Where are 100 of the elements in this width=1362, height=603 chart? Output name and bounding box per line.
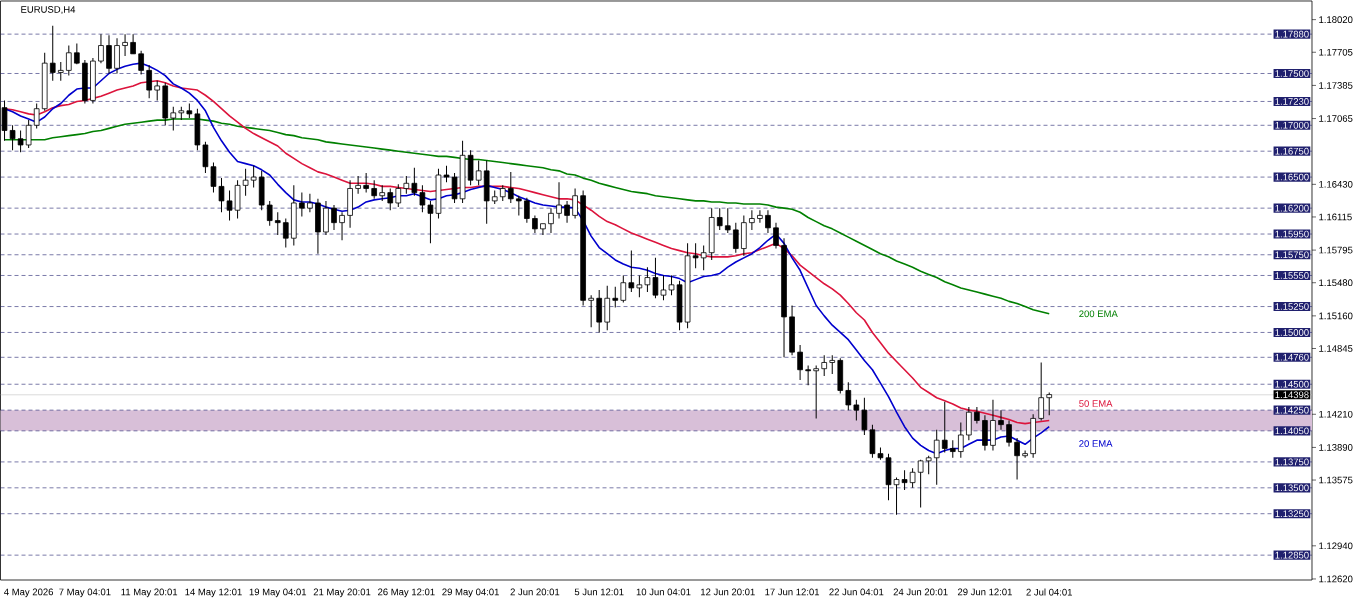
ref-line-label: 1.17000 <box>1275 121 1309 129</box>
x-tick-label: 2 Jun 20:01 <box>510 588 560 596</box>
x-tick-label: 14 May 12:01 <box>185 588 242 598</box>
text: 20 EMA <box>1079 440 1113 447</box>
candlestick <box>716 207 723 231</box>
candlestick <box>1022 450 1028 459</box>
candlestick <box>933 429 940 486</box>
candlestick <box>773 222 779 250</box>
candlestick <box>387 187 394 211</box>
candlestick <box>282 218 289 249</box>
candlestick <box>700 244 707 271</box>
candlestick <box>323 200 329 236</box>
candlestick <box>355 175 361 195</box>
candlestick <box>202 141 209 174</box>
candlestick <box>805 365 811 386</box>
ref-line-label: 1.16500 <box>1275 173 1309 181</box>
y-tick-label: 1.14845 <box>1319 345 1353 352</box>
candlestick <box>821 354 828 377</box>
x-tick-label: 21 May 20:01 <box>313 588 371 598</box>
candlestick <box>757 209 763 224</box>
candlestick <box>628 250 635 293</box>
candlestick <box>564 200 570 224</box>
candlestick <box>966 406 972 441</box>
candlestick <box>516 195 522 216</box>
candlestick <box>724 207 731 234</box>
ref-line-label: 1.14760 <box>1275 353 1309 361</box>
candlestick <box>475 160 482 186</box>
candlestick <box>941 401 948 454</box>
candlestick <box>419 184 426 213</box>
ref-line-label: 1.14250 <box>1275 406 1309 414</box>
x-tick-label: 29 May 04:01 <box>442 588 499 598</box>
candlestick <box>524 197 530 224</box>
candlestick <box>122 33 128 57</box>
y-tick-label: 1.18020 <box>1319 16 1353 23</box>
y-tick-label: 1.14210 <box>1319 410 1353 418</box>
candlestick <box>507 171 514 204</box>
candlestick <box>33 103 40 129</box>
ref-line-label: 1.15250 <box>1275 303 1309 310</box>
candlestick <box>146 64 152 99</box>
candlestick <box>644 266 651 293</box>
candlestick <box>154 80 161 101</box>
ref-line-label: 1.17500 <box>1275 70 1309 77</box>
candlestick <box>540 223 546 236</box>
y-tick-label: 1.12620 <box>1319 575 1353 583</box>
candlestick <box>596 289 602 333</box>
candlestick <box>170 106 177 131</box>
y-tick-label: 1.12940 <box>1319 542 1353 550</box>
ref-line-label: 1.17880 <box>1275 30 1309 38</box>
text: 200 EMA <box>1079 310 1118 318</box>
y-tick-label: 1.17385 <box>1319 82 1353 89</box>
x-tick-label: 5 Jun 12:01 <box>574 588 624 596</box>
ref-line-label: 1.17230 <box>1275 98 1309 105</box>
candlestick <box>242 168 249 197</box>
x-tick-label: 24 Jun 20:01 <box>893 588 948 596</box>
candlestick <box>49 25 56 82</box>
candlestick <box>1046 392 1053 416</box>
ref-line-label: 1.16200 <box>1275 204 1309 212</box>
y-tick-label: 1.15160 <box>1319 312 1353 320</box>
candlestick <box>427 200 434 244</box>
y-tick-label: 1.15795 <box>1319 246 1353 254</box>
x-tick-label: 7 May 04:01 <box>59 588 111 598</box>
y-tick-label: 1.16430 <box>1319 180 1353 188</box>
candlestick <box>307 193 313 213</box>
ref-line-label: 1.15000 <box>1275 329 1309 336</box>
candlestick <box>636 274 643 298</box>
candlestick <box>1014 437 1020 481</box>
candlestick <box>331 204 337 231</box>
candlestick <box>1006 419 1012 447</box>
candlestick <box>604 285 611 331</box>
candlestick <box>57 61 64 82</box>
candlestick <box>749 209 755 231</box>
candlestick <box>901 469 908 491</box>
candlestick <box>998 409 1004 431</box>
candlestick <box>1038 361 1044 421</box>
candlestick <box>829 354 836 375</box>
text: 50 EMA <box>1079 400 1113 407</box>
candlestick <box>556 181 562 220</box>
ref-line-label: 1.14500 <box>1275 380 1309 388</box>
candlestick <box>363 172 369 194</box>
candlestick <box>339 211 345 241</box>
ref-line-label: 1.15550 <box>1275 272 1309 279</box>
candlestick <box>909 467 916 489</box>
y-tick-label: 1.13890 <box>1319 444 1353 451</box>
candlestick <box>588 294 594 328</box>
x-tick-label: 22 Jun 04:01 <box>829 588 884 596</box>
candlestick <box>395 183 402 208</box>
x-tick-label: 2 Jul 04:01 <box>1026 588 1072 596</box>
candlestick <box>114 37 120 74</box>
candlestick <box>130 33 136 55</box>
candlestick <box>138 50 144 76</box>
y-tick-label: 1.17705 <box>1319 48 1353 56</box>
candlestick <box>371 179 377 200</box>
ref-line-label: 1.15750 <box>1275 251 1309 259</box>
candlestick <box>98 33 104 64</box>
x-tick-label: 26 May 12:01 <box>378 588 435 598</box>
candlestick <box>25 119 32 149</box>
x-tick-label: 12 Jun 20:01 <box>701 588 755 596</box>
ref-line-label: 1.12850 <box>1275 551 1309 559</box>
candlestick <box>66 45 72 77</box>
ref-line-label: 1.15950 <box>1275 230 1309 238</box>
